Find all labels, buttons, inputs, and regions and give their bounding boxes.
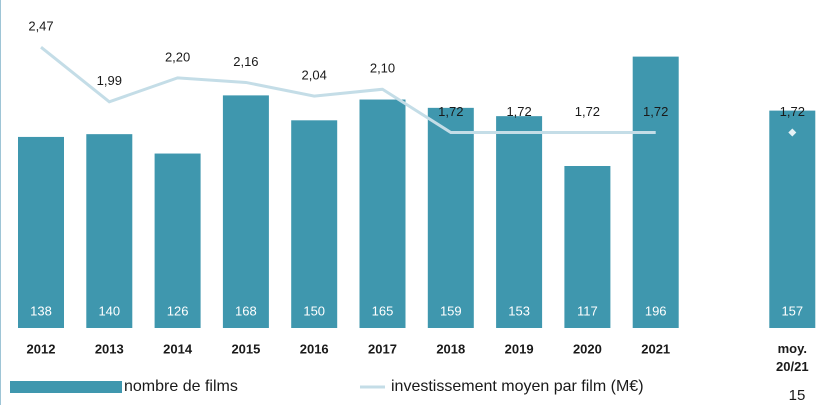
- bar-value-label: 140: [98, 303, 120, 318]
- line-value-label: 2,10: [370, 61, 395, 76]
- x-tick-label: 2018: [436, 341, 465, 356]
- line-value-label: 1,72: [575, 104, 600, 119]
- bar-value-label: 126: [167, 303, 189, 318]
- bar: [222, 95, 269, 328]
- x-tick-label: 2021: [641, 341, 670, 356]
- line-value-label: 2,16: [233, 54, 258, 69]
- x-tick-label: 2015: [231, 341, 260, 356]
- x-tick-label: 2016: [300, 341, 329, 356]
- bar-value-label: 150: [303, 303, 325, 318]
- line-value-label: 1,72: [438, 104, 463, 119]
- bar-value-label: 117: [577, 303, 598, 318]
- line-value-label: 2,47: [28, 19, 53, 34]
- legend-label: investissement moyen par film (M€): [391, 378, 644, 395]
- bar-value-label: 168: [235, 303, 257, 318]
- x-tick-label: 2017: [368, 341, 397, 356]
- bar: [359, 99, 406, 329]
- bar: [154, 153, 201, 328]
- bar-value-label: 153: [508, 303, 530, 318]
- line-value-label: 1,72: [506, 104, 531, 119]
- page-number: 15: [789, 387, 806, 404]
- bar-value-label: 165: [372, 303, 394, 318]
- x-tick-label: 2012: [27, 341, 56, 356]
- line-point: [788, 128, 797, 137]
- bar: [769, 110, 816, 328]
- legend-swatch: [10, 381, 122, 393]
- bar: [427, 107, 474, 328]
- bar-value-label: 138: [30, 303, 52, 318]
- bar: [86, 134, 133, 328]
- legend-label: nombre de films: [124, 378, 238, 395]
- bar-value-label: 196: [645, 303, 667, 318]
- x-tick-label: 2020: [573, 341, 602, 356]
- x-tick-label: 2013: [95, 341, 124, 356]
- bar: [564, 166, 611, 328]
- bar-value-label: 159: [440, 303, 462, 318]
- bar: [291, 120, 338, 328]
- bar: [632, 56, 679, 328]
- bar-value-label: 157: [781, 303, 803, 318]
- bar: [18, 136, 64, 328]
- x-tick-label: 2014: [163, 341, 193, 356]
- line-value-label: 2,20: [165, 49, 190, 64]
- line-value-label: 1,72: [643, 104, 668, 119]
- bar: [496, 116, 543, 329]
- line-value-label: 1,99: [97, 73, 122, 88]
- line-value-label: 2,04: [302, 68, 327, 83]
- x-tick-label: moy. 20/21: [776, 341, 809, 374]
- line-value-label: 1,72: [780, 104, 805, 119]
- x-tick-label: 2019: [505, 341, 534, 356]
- line: [41, 47, 792, 132]
